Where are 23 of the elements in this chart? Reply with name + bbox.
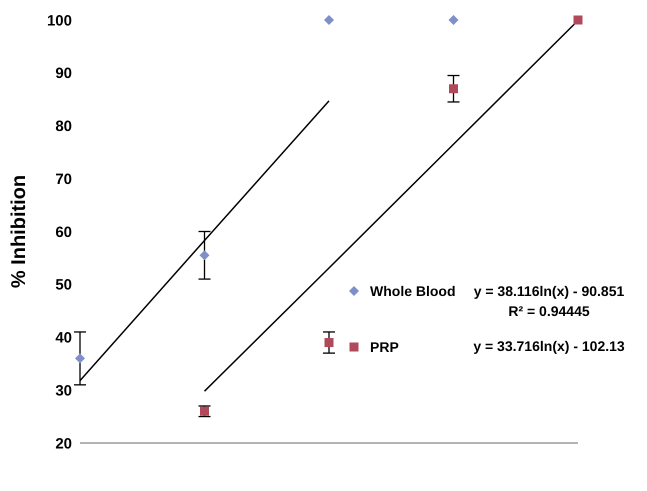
- y-tick-label: 40: [55, 330, 72, 347]
- annotation: y = 33.716ln(x) - 102.13: [472, 338, 626, 354]
- point: [200, 250, 210, 260]
- y-tick-label: 60: [55, 224, 72, 241]
- y-tick-label: 90: [55, 65, 72, 82]
- point: [574, 16, 582, 24]
- y-tick-label: 30: [55, 382, 72, 400]
- point: [448, 15, 458, 25]
- point: [75, 353, 85, 364]
- y-tick-label: 100: [46, 12, 72, 30]
- annotation: R² = 0.94445: [507, 303, 591, 319]
- point: [200, 406, 209, 416]
- y-tick-label: 20: [55, 435, 72, 452]
- point: [324, 15, 334, 25]
- y-tick-label: 50: [55, 276, 72, 294]
- y-tick-label: 80: [55, 118, 72, 136]
- annotation: y = 38.116ln(x) - 90.851: [472, 283, 626, 299]
- y-axis-title: % Inhibition: [8, 174, 30, 288]
- y-tick-label: 70: [55, 170, 72, 188]
- point: [449, 84, 458, 94]
- legend-label: PRP: [370, 339, 399, 355]
- legend-label: Whole Blood: [370, 283, 456, 299]
- point: [324, 338, 334, 348]
